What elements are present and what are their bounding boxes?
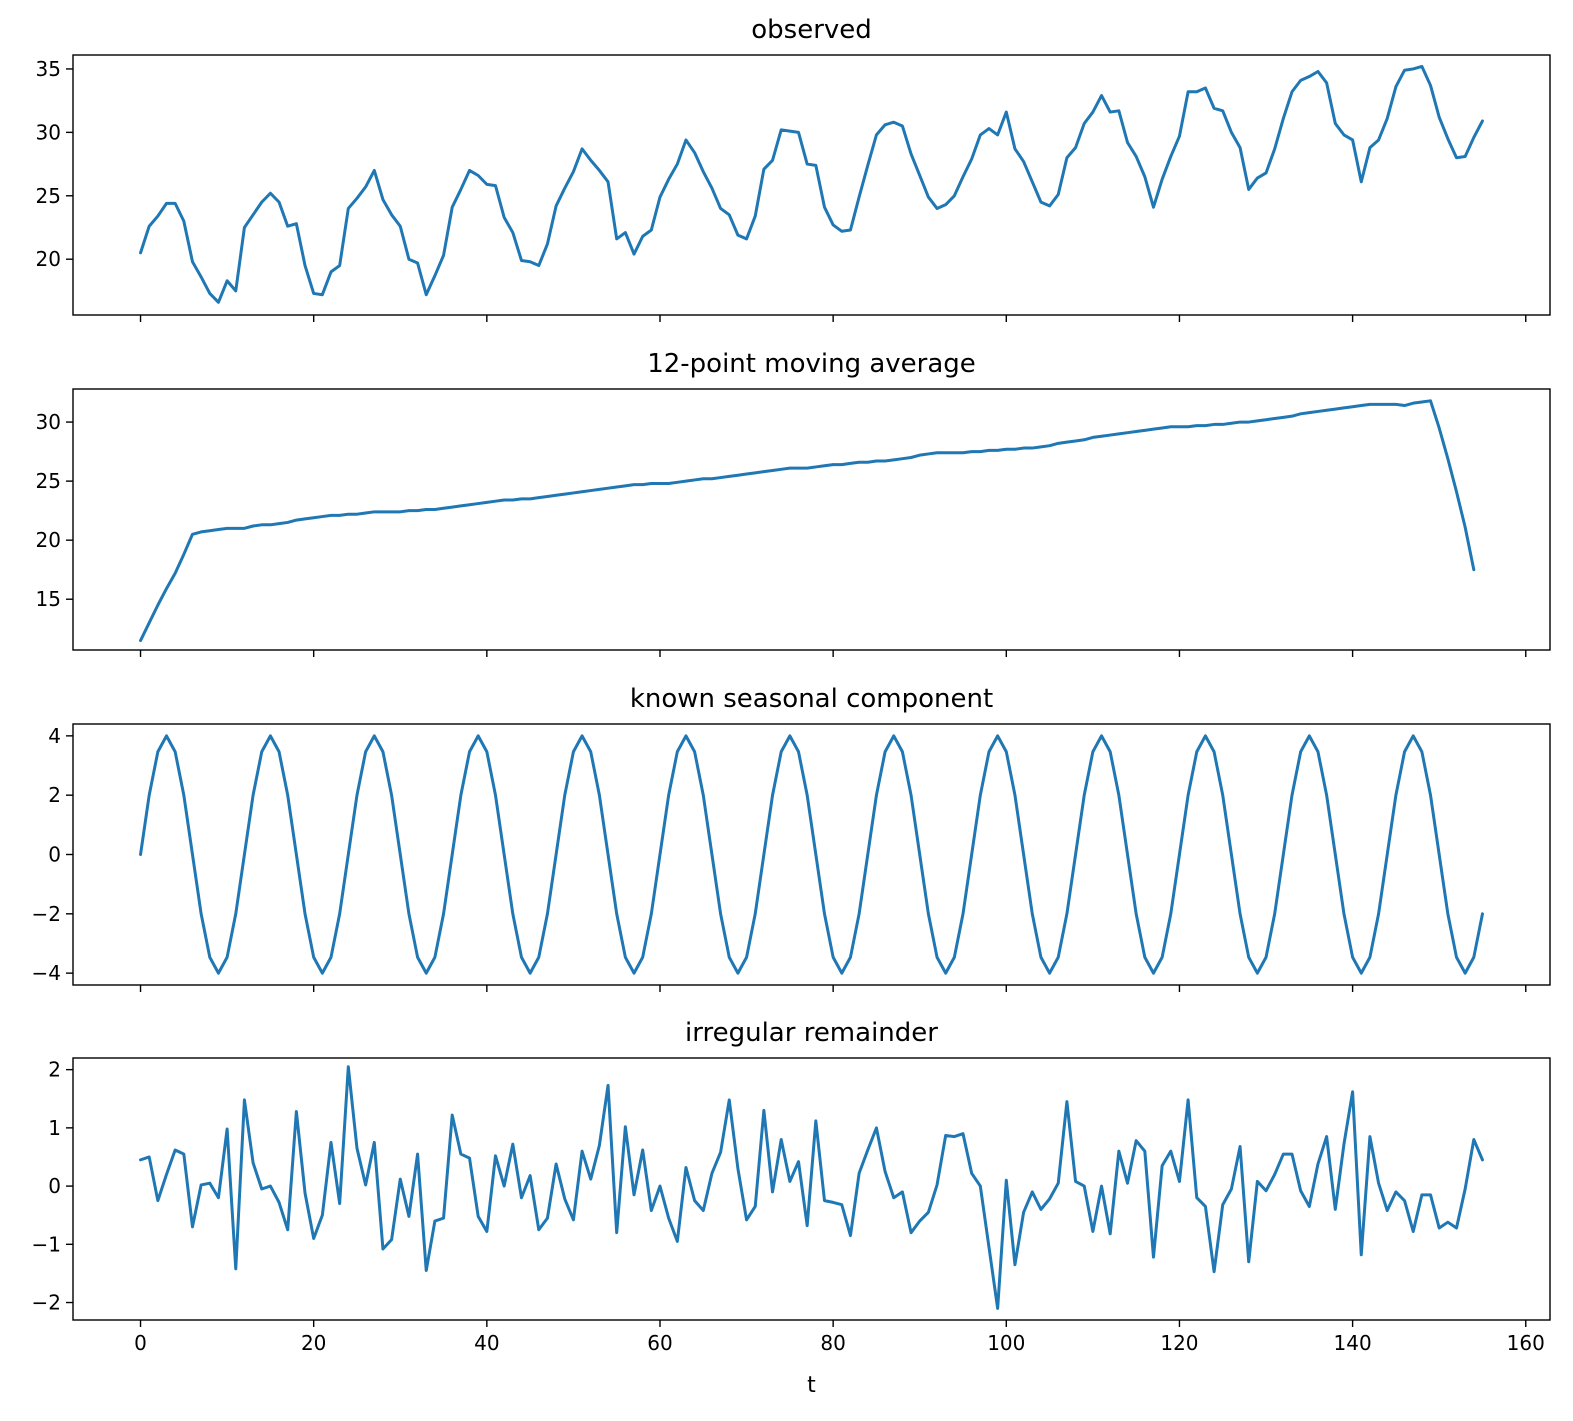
panel-title: irregular remainder [685,1018,938,1048]
panel-title: observed [751,15,872,45]
x-axis-label: t [807,1373,816,1398]
y-tick-label: 25 [36,469,61,493]
y-tick-label: 0 [48,1174,61,1198]
axes-frame [72,1057,1551,1321]
x-tick-label: 0 [134,1331,147,1355]
x-tick-label: 100 [987,1331,1025,1355]
y-tick-label: 1 [48,1116,61,1140]
series-line [139,399,1476,643]
panel-3: known seasonal component −4 −2 0 2 4 [32,684,1551,992]
axes-frame [72,54,1551,316]
series-line [139,734,1484,975]
series-line [139,1065,1484,1310]
y-tick-label: −4 [32,961,61,985]
y-tick-label: 4 [48,724,61,748]
x-tick-label: 120 [1160,1331,1198,1355]
panel-title: known seasonal component [630,684,993,714]
x-tick-label: 160 [1507,1331,1545,1355]
y-tick-label: 30 [36,120,61,144]
y-tick-label: −2 [32,1291,61,1315]
y-tick-label: 20 [36,247,61,271]
series-line [139,64,1484,304]
y-tick-label: 30 [36,410,61,434]
panel-1: observed 20 25 30 35 [36,15,1551,322]
y-tick-label: 35 [36,57,61,81]
y-tick-label: 0 [48,843,61,867]
y-tick-label: −1 [32,1232,61,1256]
y-tick-label: 20 [36,528,61,552]
panel-title: 12-point moving average [647,349,976,379]
x-tick-label: 140 [1334,1331,1372,1355]
x-tick-label: 80 [820,1331,845,1355]
x-tick-label: 20 [301,1331,326,1355]
axes-frame [72,723,1551,986]
panel-2: 12-point moving average 15 20 25 30 [36,349,1551,657]
y-tick-label: 2 [48,1058,61,1082]
y-tick-label: 15 [36,587,61,611]
y-tick-label: 2 [48,783,61,807]
y-tick-label: 25 [36,184,61,208]
x-tick-label: 40 [474,1331,499,1355]
y-tick-label: −2 [32,902,61,926]
axes-frame [72,388,1551,651]
x-tick-label: 60 [647,1331,672,1355]
